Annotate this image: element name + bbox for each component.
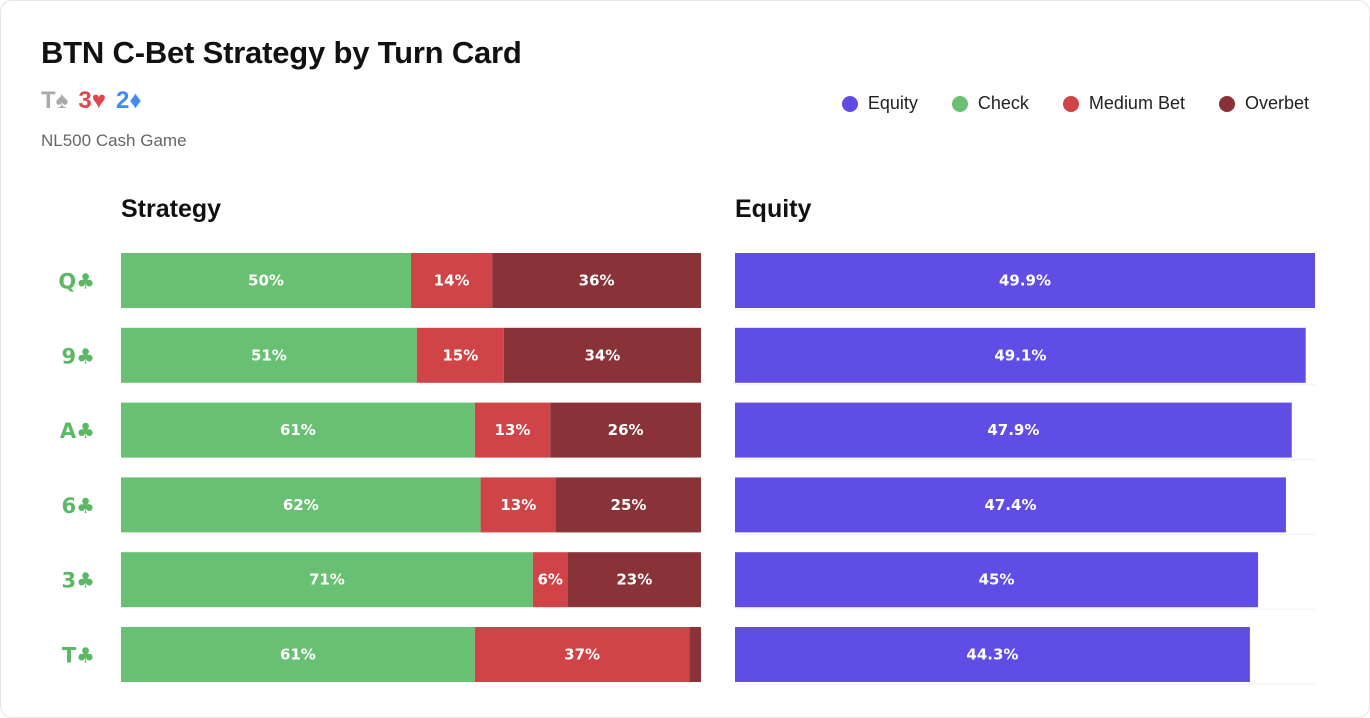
equity-bar-5 [735, 552, 1259, 608]
strategy-label-check-4: 62% [283, 496, 319, 514]
strategy-label-medium-bet-1: 14% [434, 272, 470, 290]
turn-label-2: 9♣ [62, 344, 95, 368]
strategy-bar-check-4 [121, 477, 481, 533]
board-card-2: 3♥ [78, 87, 107, 114]
board-card-3: 2♦ [116, 87, 142, 114]
turn-label-6: T♣ [62, 644, 95, 668]
strategy-label-medium-bet-5: 6% [537, 571, 562, 589]
strategy-bar-check-5 [121, 552, 533, 608]
strategy-bar-medium-bet-2 [416, 327, 504, 383]
legend-item-equity[interactable]: Equity [841, 93, 918, 114]
strategy-label-check-5: 71% [309, 571, 345, 589]
strategy-bar-overbet-1 [492, 253, 701, 308]
board-cards: T♠ 3♥ 2♦ [41, 87, 142, 115]
strategy-panel-title: Strategy [121, 195, 221, 223]
equity-bar-2 [735, 327, 1306, 383]
equity-label-1: 49.9% [999, 272, 1051, 290]
strategy-label-medium-bet-6: 37% [564, 646, 600, 664]
equity-bar-4 [735, 477, 1286, 533]
equity-panel-title: Equity [735, 195, 811, 223]
strategy-bar-medium-bet-3 [474, 402, 551, 458]
strategy-label-medium-bet-4: 13% [500, 496, 536, 514]
equity-label-6: 44.3% [966, 646, 1018, 664]
strategy-bar-overbet-4 [556, 477, 701, 533]
legend-dot-overbet [1218, 95, 1235, 112]
strategy-label-overbet-2: 34% [584, 346, 620, 364]
strategy-label-medium-bet-2: 15% [442, 346, 478, 364]
strategy-label-medium-bet-3: 13% [495, 421, 531, 439]
turn-label-5: 3♣ [62, 569, 95, 593]
strategy-label-check-2: 51% [251, 346, 287, 364]
strategy-bar-medium-bet-4 [480, 477, 556, 533]
strategy-bar-check-1 [121, 253, 411, 308]
chart-subtitle: NL500 Cash Game [41, 131, 187, 150]
equity-label-4: 47.4% [984, 496, 1036, 514]
legend-item-check[interactable]: Check [951, 93, 1029, 114]
strategy-bar-check-2 [121, 327, 417, 383]
strategy-bar-medium-bet-6 [474, 627, 690, 682]
equity-label-3: 47.9% [987, 421, 1039, 439]
strategy-label-overbet-4: 25% [611, 496, 647, 514]
strategy-label-check-6: 61% [280, 646, 316, 664]
turn-label-3: A♣ [60, 419, 95, 443]
legend-item-medium-bet[interactable]: Medium Bet [1062, 93, 1185, 114]
equity-label-2: 49.1% [994, 346, 1046, 364]
legend-label-overbet: Overbet [1244, 93, 1309, 113]
equity-bar-3 [735, 402, 1292, 458]
equity-label-5: 45% [979, 571, 1015, 589]
strategy-bar-check-6 [121, 627, 475, 682]
strategy-bar-medium-bet-1 [411, 253, 493, 308]
legend-label-check: Check [977, 93, 1029, 113]
legend-label-equity: Equity [867, 93, 918, 113]
strategy-label-overbet-5: 23% [616, 571, 652, 589]
equity-bar-6 [735, 627, 1250, 682]
board-card-1: T♠ [41, 87, 69, 114]
legend-dot-medium-bet [1062, 95, 1079, 112]
strategy-bar-check-3 [121, 402, 475, 458]
strategy-bar-overbet-6 [689, 627, 701, 682]
equity-bar-1 [735, 253, 1315, 308]
strategy-label-check-1: 50% [248, 272, 284, 290]
strategy-bar-overbet-3 [550, 402, 701, 458]
strategy-label-overbet-3: 26% [608, 421, 644, 439]
legend-item-overbet[interactable]: Overbet [1218, 93, 1309, 114]
turn-label-4: 6♣ [62, 494, 95, 518]
strategy-label-check-3: 61% [280, 421, 316, 439]
strategy-bar-medium-bet-5 [532, 552, 568, 608]
legend-dot-check [951, 95, 968, 112]
chart-title: BTN C-Bet Strategy by Turn Card [41, 35, 522, 70]
strategy-label-overbet-1: 36% [579, 272, 615, 290]
strategy-bar-overbet-2 [503, 327, 701, 383]
legend-label-medium-bet: Medium Bet [1088, 93, 1185, 113]
legend-dot-equity [841, 95, 858, 112]
turn-label-1: Q♣ [58, 270, 95, 294]
legend: Equity Check Medium Bet Overbet [841, 93, 1309, 114]
strategy-bar-overbet-5 [567, 552, 701, 608]
